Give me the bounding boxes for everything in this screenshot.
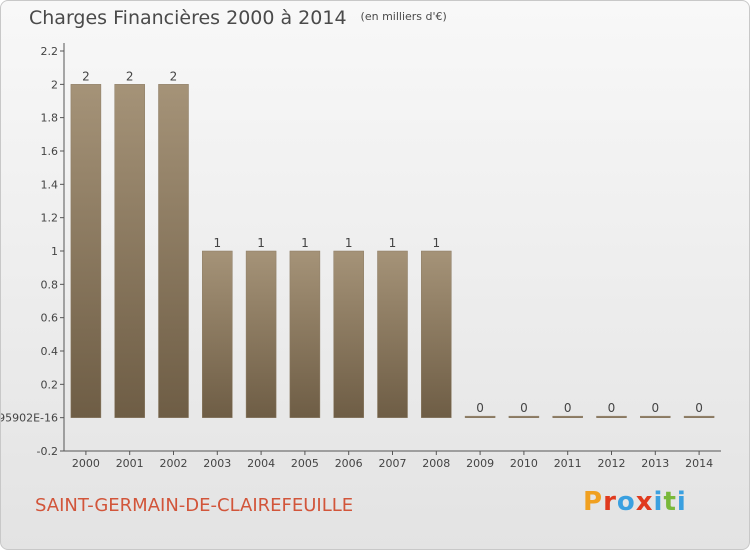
data-label: 1 — [257, 236, 265, 250]
y-tick-label: 1.6 — [41, 145, 59, 158]
data-label: 0 — [564, 401, 572, 415]
y-tick-label: 1.4 — [41, 178, 59, 191]
x-tick-label: 2009 — [466, 457, 494, 470]
y-tick-label: 1 — [51, 245, 58, 258]
data-label: 0 — [476, 401, 484, 415]
y-tick-label: -0.2 — [37, 445, 58, 458]
bar-2010 — [508, 415, 540, 418]
x-tick-label: 2007 — [379, 457, 407, 470]
title-text: Charges Financières 2000 à 2014 — [29, 7, 347, 29]
proxiti-logo: Proxiti — [583, 487, 687, 517]
logo-letter: o — [616, 487, 636, 517]
logo-letter: P — [583, 487, 604, 517]
bar-2009 — [464, 415, 496, 418]
data-label: 2 — [170, 69, 178, 83]
data-label: 1 — [389, 236, 397, 250]
x-tick-label: 2004 — [247, 457, 275, 470]
bar-2003 — [202, 250, 233, 418]
x-tick-label: 2003 — [203, 457, 231, 470]
x-tick-label: 2001 — [116, 457, 144, 470]
x-tick-label: 2000 — [72, 457, 100, 470]
data-label: 0 — [651, 401, 659, 415]
bar-2014 — [683, 415, 715, 418]
y-tick-label: 0.4 — [41, 345, 59, 358]
y-tick-label: 2 — [51, 78, 58, 91]
town-name: SAINT-GERMAIN-DE-CLAIREFEUILLE — [35, 495, 354, 516]
data-label: 2 — [126, 69, 134, 83]
x-tick-label: 2005 — [291, 457, 319, 470]
y-tick-label: 1.8 — [41, 112, 59, 125]
x-tick-label: 2014 — [685, 457, 713, 470]
bar-2012 — [596, 415, 627, 418]
y-tick-label: 0.8 — [41, 278, 59, 291]
bar-2001 — [114, 84, 145, 418]
data-label: 0 — [520, 401, 528, 415]
bar-2000 — [70, 84, 102, 418]
data-label: 1 — [213, 236, 221, 250]
y-tick-label: 0.2 — [41, 378, 59, 391]
y-tick-label: 0.6 — [41, 312, 59, 325]
x-tick-label: 2013 — [641, 457, 669, 470]
x-tick-label: 2006 — [335, 457, 363, 470]
x-tick-label: 2011 — [554, 457, 582, 470]
x-tick-label: 2002 — [160, 457, 188, 470]
y-tick-label: 2.2 — [41, 45, 59, 58]
logo-letter: r — [603, 487, 617, 517]
data-label: 2 — [82, 69, 90, 83]
logo-letter: x — [635, 487, 654, 517]
unit-note: (en milliers d'€) — [360, 10, 447, 23]
bar-2004 — [245, 250, 277, 418]
bar-2005 — [289, 250, 321, 418]
bar-2013 — [640, 415, 671, 418]
data-label: 0 — [695, 401, 703, 415]
bar-2002 — [158, 84, 189, 418]
y-tick-label: 1.2 — [41, 212, 59, 225]
x-tick-label: 2012 — [598, 457, 626, 470]
logo-letter: i — [653, 487, 664, 517]
data-label: 1 — [432, 236, 440, 250]
x-tick-label: 2010 — [510, 457, 538, 470]
data-label: 1 — [345, 236, 353, 250]
bar-2008 — [421, 250, 452, 418]
bar-2006 — [333, 250, 364, 418]
x-tick-label: 2008 — [422, 457, 450, 470]
bar-2007 — [377, 250, 408, 418]
y-tick-label: -1.5265566588595902E-16 — [1, 412, 58, 425]
data-label: 1 — [301, 236, 309, 250]
logo-letter: i — [676, 487, 687, 517]
chart-title: Charges Financières 2000 à 2014 (en milli… — [29, 7, 447, 29]
logo-letter: t — [663, 487, 677, 517]
bar-2011 — [552, 415, 583, 418]
data-label: 0 — [608, 401, 616, 415]
